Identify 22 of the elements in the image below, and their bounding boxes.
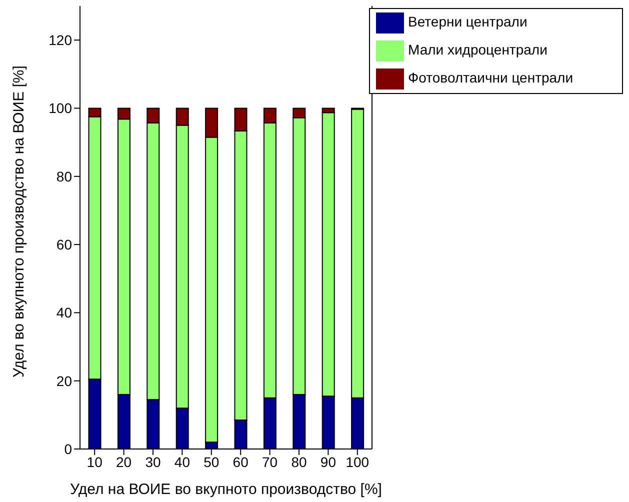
legend-label: Мали хидроцентрали [408, 42, 548, 58]
y-tick-label: 20 [56, 372, 72, 389]
y-tick-label: 120 [48, 32, 72, 48]
x-tick-label: 50 [204, 454, 220, 470]
y-tick-label: 0 [64, 440, 72, 457]
y-tick-label: 40 [56, 304, 72, 321]
x-tick-label: 70 [262, 454, 278, 470]
x-tick-label: 40 [174, 454, 190, 470]
y-tick-label: 60 [56, 236, 72, 253]
x-tick-label: 20 [116, 454, 132, 470]
x-tick-label: 60 [232, 454, 249, 470]
y-tick-label: 100 [48, 100, 72, 116]
legend-label: Фотоволтаични централи [408, 70, 574, 86]
x-tick-label: 10 [86, 454, 103, 470]
legend-label: Ветерни централи [408, 14, 528, 30]
x-tick-label: 30 [145, 454, 161, 470]
y-tick-label: 80 [56, 168, 72, 184]
x-tick-label: 90 [320, 454, 336, 470]
x-axis-title: Удел на ВОИЕ во вкупното производство [%] [70, 481, 382, 498]
x-tick-label: 80 [291, 454, 307, 470]
x-tick-label: 100 [346, 454, 370, 470]
y-axis-title: Удел во вкупното производство на ВОИЕ [%] [10, 66, 28, 378]
